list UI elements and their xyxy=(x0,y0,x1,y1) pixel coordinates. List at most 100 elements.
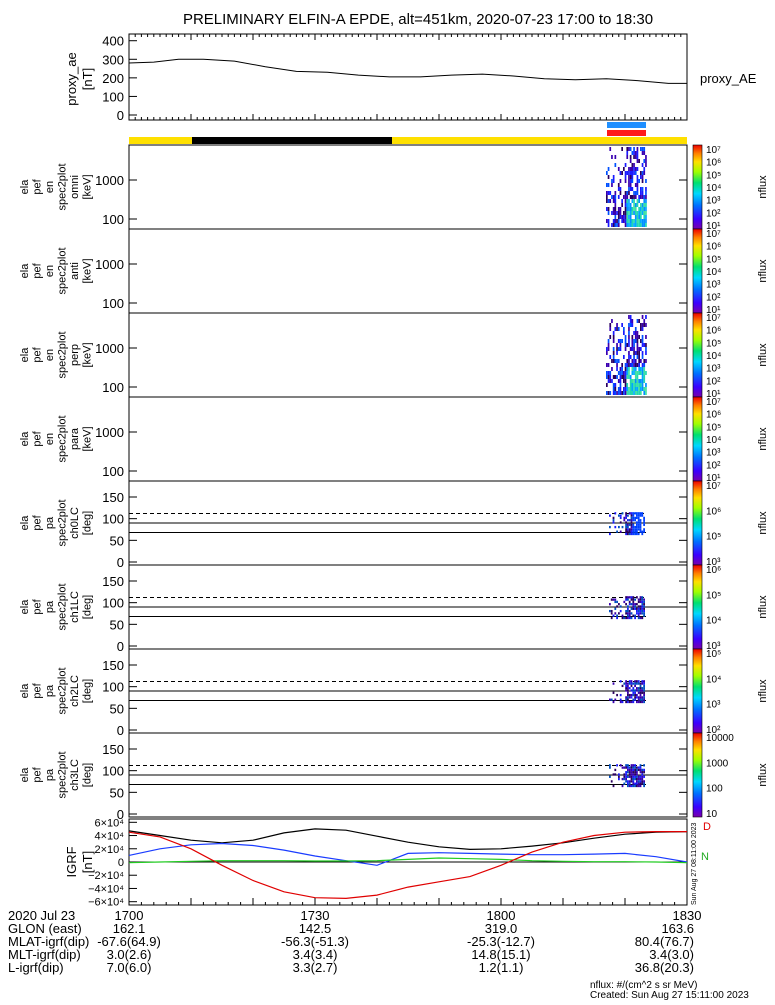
flux-pixel xyxy=(625,603,627,606)
panel-ylabel-line: pa xyxy=(44,684,56,697)
ephemeris-value: 163.6 xyxy=(661,921,694,936)
flux-pixel xyxy=(625,530,627,533)
flux-pixel xyxy=(628,614,631,617)
flux-pixel xyxy=(606,363,608,367)
flux-pixel xyxy=(639,693,642,697)
flux-pixel xyxy=(630,598,633,601)
flux-pixel xyxy=(633,339,635,343)
flux-pixel xyxy=(639,609,642,613)
flux-pixel xyxy=(630,532,633,536)
colorbar-tick-label: 10⁵ xyxy=(706,254,721,265)
flux-pixel xyxy=(607,339,610,343)
flux-pixel xyxy=(636,771,638,774)
ephemeris-value: -67.6(64.9) xyxy=(97,934,161,949)
colorbar-tick-label: 10² xyxy=(706,460,721,471)
flux-pixel xyxy=(623,195,625,199)
flux-pixel xyxy=(621,525,624,529)
flux-pixel xyxy=(625,775,627,778)
flux-pixel xyxy=(637,682,640,685)
flux-pixel xyxy=(632,764,635,767)
flux-pixel xyxy=(637,680,640,683)
igrf-ylabel-top: IGRF xyxy=(64,846,79,877)
flux-pixel xyxy=(631,371,634,375)
flux-pixel xyxy=(631,383,634,387)
flux-pixel xyxy=(632,519,635,522)
flux-pixel xyxy=(640,223,642,227)
flux-pixel xyxy=(631,379,634,383)
footer-created: Created: Sun Aug 27 15:11:00 2023 xyxy=(590,990,749,1000)
flux-pixel xyxy=(630,616,633,620)
x-tick-label: 1830 xyxy=(673,908,702,923)
flux-pixel xyxy=(624,375,627,379)
flux-pixel xyxy=(621,784,624,788)
panel-ylabel-line: ela xyxy=(19,347,31,363)
colorbar-label: nflux xyxy=(757,595,769,619)
flux-pixel xyxy=(641,315,644,319)
flux-pixel xyxy=(627,764,629,767)
flux-pixel xyxy=(639,530,642,533)
flux-pixel xyxy=(633,151,635,155)
flux-pixel xyxy=(606,347,608,351)
panel-ytick-label: 100 xyxy=(102,380,124,395)
flux-pixel xyxy=(628,523,631,526)
colorbar-tick-label: 10⁵ xyxy=(706,338,721,349)
flux-pixel xyxy=(625,700,627,704)
flux-pixel xyxy=(634,614,636,617)
flux-pixel xyxy=(623,682,626,685)
flux-pixel xyxy=(636,696,638,699)
flux-pixel xyxy=(645,343,647,347)
flux-pixel xyxy=(619,387,622,391)
flux-pixel xyxy=(617,223,620,227)
flux-pixel xyxy=(629,159,632,163)
flux-pixel xyxy=(632,512,635,515)
flux-pixel xyxy=(628,207,630,211)
ephemeris-value: 319.0 xyxy=(485,921,518,936)
flux-pixel xyxy=(629,375,632,379)
flux-pixel xyxy=(609,147,612,151)
flux-pixel xyxy=(643,379,646,383)
flux-pixel xyxy=(626,375,629,379)
flux-pixel xyxy=(636,514,638,517)
flux-pixel xyxy=(609,375,612,379)
flux-pixel xyxy=(637,614,640,617)
flux-pixel xyxy=(639,528,642,531)
flux-pixel xyxy=(643,521,645,524)
colorbar xyxy=(692,144,703,230)
flux-pixel xyxy=(638,223,640,227)
panel-ylabel-line: [keV] xyxy=(82,258,94,283)
flux-pixel xyxy=(641,335,644,339)
flux-pixel xyxy=(625,682,627,685)
flux-pixel xyxy=(629,215,632,219)
flux-pixel xyxy=(623,355,625,359)
flux-pixel xyxy=(643,323,646,327)
flux-pixel xyxy=(643,151,646,155)
flux-pixel xyxy=(637,689,640,692)
flux-pixel xyxy=(624,367,627,371)
flux-pixel xyxy=(636,777,638,781)
flux-pixel xyxy=(609,764,611,767)
flux-pixel xyxy=(612,521,615,524)
flux-pixel xyxy=(634,327,637,331)
flux-pixel xyxy=(645,155,647,159)
flux-pixel xyxy=(617,167,620,171)
flux-pixel xyxy=(627,693,629,697)
flux-pixel xyxy=(626,215,629,219)
flux-pixel xyxy=(634,219,637,223)
flux-pixel xyxy=(636,371,639,375)
flux-pixel xyxy=(637,775,640,778)
flux-pixel xyxy=(643,600,645,604)
flux-pixel xyxy=(632,689,635,692)
flux-pixel xyxy=(619,530,622,533)
colorbar-tick-label: 10⁶ xyxy=(706,158,721,169)
flux-pixel xyxy=(640,191,642,195)
flux-pixel xyxy=(612,516,615,520)
flux-pixel xyxy=(645,207,647,211)
flux-pixel xyxy=(616,600,618,604)
flux-pixel xyxy=(628,371,630,375)
proxy-ae-ytick-label: 200 xyxy=(102,71,124,86)
panel-ytick-label: 100 xyxy=(102,296,124,311)
panel-ytick-label: 150 xyxy=(102,574,124,589)
igrf-ytick-label: 4×10⁴ xyxy=(94,831,124,843)
